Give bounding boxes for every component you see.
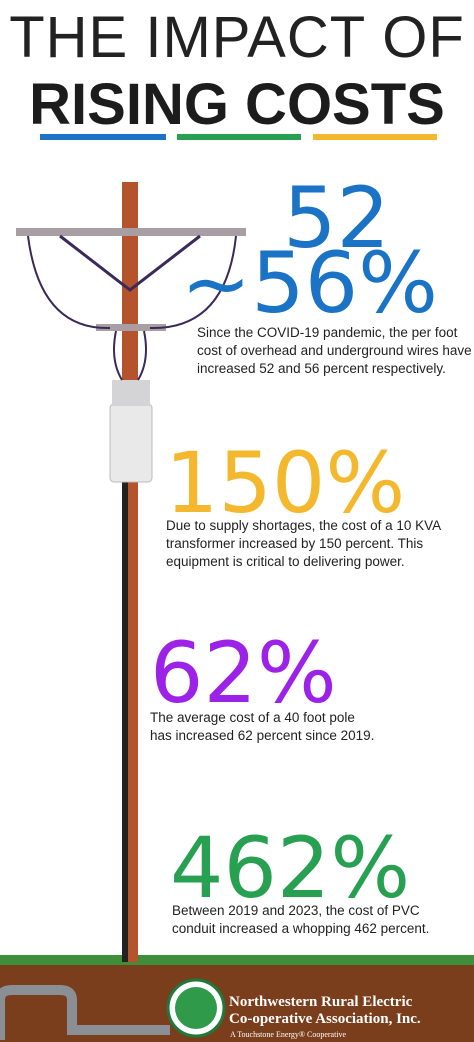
- stats: 52~56%Since the COVID-19 pandemic, the p…: [150, 169, 472, 936]
- utility-pole: [16, 182, 246, 962]
- stat-description: Due to supply shortages, the cost of a 1…: [166, 518, 441, 533]
- stat-description: cost of overhead and underground wires h…: [197, 343, 472, 358]
- title-main: RISING COSTS: [29, 72, 445, 137]
- tagline: A Touchstone Energy® Cooperative: [230, 1030, 347, 1039]
- stat-description: transformer increased by 150 percent. Th…: [166, 536, 423, 551]
- stat-figure: 52: [283, 169, 390, 267]
- stat-description: Since the COVID-19 pandemic, the per foo…: [197, 325, 458, 340]
- org-name: Co-operative Association, Inc.: [229, 1011, 421, 1027]
- accent-bar: [313, 134, 437, 140]
- conduit: [0, 985, 170, 1040]
- stat-figure: 462%: [170, 819, 410, 917]
- accent-bar: [40, 134, 166, 140]
- stat-figure: ~56%: [181, 234, 438, 332]
- accent-bar: [177, 134, 301, 140]
- grass: [0, 955, 474, 965]
- stat-description: The average cost of a 40 foot pole: [150, 710, 355, 725]
- stat-figure: 150%: [165, 434, 405, 532]
- stat-description: equipment is critical to delivering powe…: [166, 554, 405, 569]
- stat-description: Between 2019 and 2023, the cost of PVC: [172, 903, 420, 918]
- org-name: Northwestern Rural Electric: [229, 994, 413, 1010]
- stat-description: conduit increased a whopping 462 percent…: [172, 921, 429, 936]
- stat-description: has increased 62 percent since 2019.: [150, 728, 374, 743]
- stat-figure: 62%: [150, 624, 337, 722]
- stat-description: increased 52 and 56 percent respectively…: [197, 361, 446, 376]
- logo: [175, 987, 217, 1029]
- title-top: THE IMPACT OF: [9, 5, 465, 70]
